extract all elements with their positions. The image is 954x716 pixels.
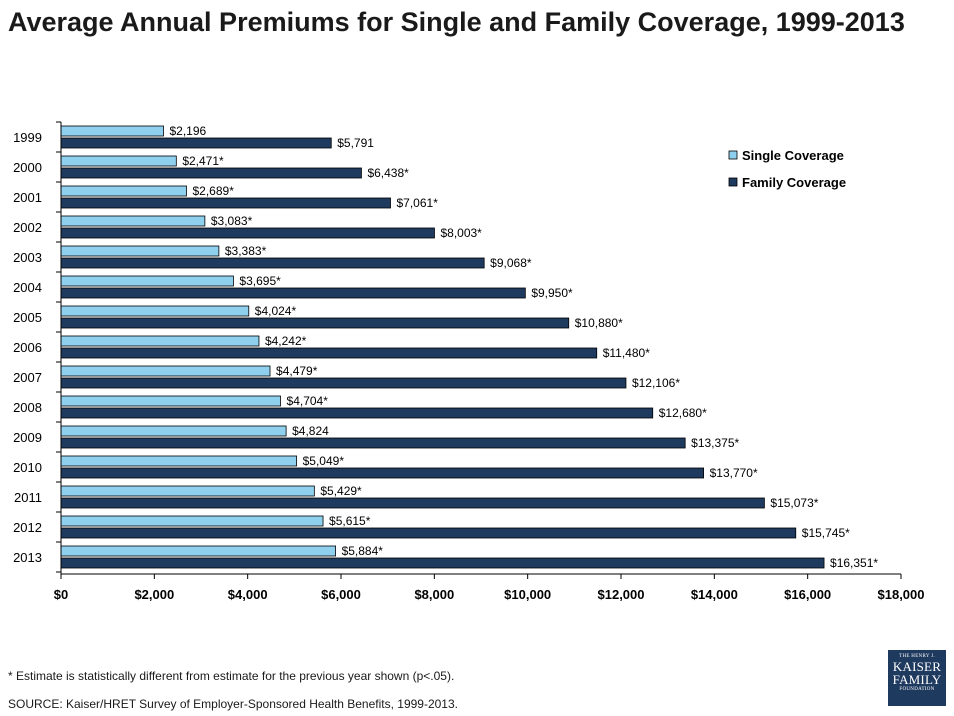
family-value-label-2009: $13,375* bbox=[691, 436, 739, 450]
single-bar-2013 bbox=[60, 545, 336, 557]
single-bar-2007 bbox=[60, 365, 271, 377]
bar-chart: $2,196 $5,791 $2,471* $6,438* $2,689* $7,061*… bbox=[13, 121, 925, 602]
year-label-2003: 2003 bbox=[13, 250, 42, 265]
single-bar-2008 bbox=[60, 395, 281, 407]
family-value-label-2004: $9,950* bbox=[531, 286, 573, 300]
family-bar-2010 bbox=[60, 467, 704, 479]
x-tick-label: $18,000 bbox=[878, 587, 925, 602]
year-label-2001: 2001 bbox=[13, 190, 42, 205]
single-value-label-2009: $4,824 bbox=[292, 424, 329, 438]
x-tick-label: $2,000 bbox=[134, 587, 174, 602]
family-bar-2007 bbox=[60, 377, 627, 389]
single-bar-1999 bbox=[60, 125, 164, 137]
x-tick-label: $8,000 bbox=[414, 587, 454, 602]
chart-title: Average Annual Premiums for Single and F… bbox=[8, 7, 905, 37]
family-bar-2002 bbox=[60, 227, 435, 239]
year-label-2005: 2005 bbox=[13, 310, 42, 325]
year-label-2013: 2013 bbox=[13, 550, 42, 565]
single-value-label-2004: $3,695* bbox=[239, 274, 281, 288]
logo-line-3: FAMILY bbox=[892, 672, 942, 687]
family-bar-2012 bbox=[60, 527, 797, 539]
single-value-label-2013: $5,884* bbox=[342, 544, 384, 558]
family-value-label-2005: $10,880* bbox=[575, 316, 623, 330]
footnote: * Estimate is statistically different fr… bbox=[8, 669, 455, 683]
year-label-2002: 2002 bbox=[13, 220, 42, 235]
single-legend-label: Single Coverage bbox=[742, 148, 844, 163]
single-value-label-2008: $4,704* bbox=[287, 394, 329, 408]
family-bar-2006 bbox=[60, 347, 598, 359]
single-bar-2004 bbox=[60, 275, 234, 287]
single-value-label-2005: $4,024* bbox=[255, 304, 297, 318]
family-value-label-2008: $12,680* bbox=[659, 406, 707, 420]
year-label-2011: 2011 bbox=[14, 490, 42, 505]
single-value-label-2003: $3,383* bbox=[225, 244, 267, 258]
single-legend-swatch bbox=[728, 150, 738, 160]
single-bar-2012 bbox=[60, 515, 324, 527]
family-bar-2001 bbox=[60, 197, 391, 209]
kaiser-family-foundation-logo: THE HENRY J. KAISER FAMILY FOUNDATION bbox=[888, 650, 946, 706]
single-bar-2002 bbox=[60, 215, 206, 227]
family-bar-2011 bbox=[60, 497, 765, 509]
source-note: SOURCE: Kaiser/HRET Survey of Employer-S… bbox=[8, 697, 458, 711]
family-value-label-2013: $16,351* bbox=[830, 556, 878, 570]
single-value-label-2001: $2,689* bbox=[192, 184, 234, 198]
single-value-label-2006: $4,242* bbox=[265, 334, 307, 348]
year-label-2007: 2007 bbox=[13, 370, 42, 385]
x-tick-label: $4,000 bbox=[228, 587, 268, 602]
year-label-2012: 2012 bbox=[13, 520, 42, 535]
single-value-label-2011: $5,429* bbox=[320, 484, 362, 498]
family-value-label-2007: $12,106* bbox=[632, 376, 680, 390]
single-value-label-2007: $4,479* bbox=[276, 364, 318, 378]
year-label-1999: 1999 bbox=[13, 130, 42, 145]
year-label-2008: 2008 bbox=[13, 400, 42, 415]
single-bar-2010 bbox=[60, 455, 298, 467]
x-tick-label: $0 bbox=[54, 587, 68, 602]
single-bar-2006 bbox=[60, 335, 260, 347]
year-label-2004: 2004 bbox=[13, 280, 42, 295]
family-value-label-2012: $15,745* bbox=[802, 526, 850, 540]
family-bar-2005 bbox=[60, 317, 570, 329]
family-value-label-2010: $13,770* bbox=[710, 466, 758, 480]
x-tick-label: $12,000 bbox=[598, 587, 645, 602]
logo-line-2: KAISER bbox=[892, 659, 942, 674]
year-label-2010: 2010 bbox=[13, 460, 42, 475]
year-label-2000: 2000 bbox=[13, 160, 42, 175]
x-tick-label: $10,000 bbox=[504, 587, 551, 602]
family-value-label-2003: $9,068* bbox=[490, 256, 532, 270]
family-bar-2009 bbox=[60, 437, 686, 449]
single-bar-2005 bbox=[60, 305, 250, 317]
x-tick-label: $16,000 bbox=[784, 587, 831, 602]
year-label-2009: 2009 bbox=[13, 430, 42, 445]
single-value-label-1999: $2,196 bbox=[169, 124, 206, 138]
single-value-label-2010: $5,049* bbox=[303, 454, 345, 468]
single-value-label-2012: $5,615* bbox=[329, 514, 371, 528]
family-legend-swatch bbox=[728, 177, 738, 187]
year-label-2006: 2006 bbox=[13, 340, 42, 355]
family-value-label-2000: $6,438* bbox=[367, 166, 409, 180]
family-bar-2003 bbox=[60, 257, 485, 269]
single-bar-2001 bbox=[60, 185, 187, 197]
family-value-label-2011: $15,073* bbox=[770, 496, 818, 510]
single-value-label-2002: $3,083* bbox=[211, 214, 253, 228]
family-bar-1999 bbox=[60, 137, 332, 149]
logo-line-4: FOUNDATION bbox=[899, 687, 935, 692]
single-bar-2009 bbox=[60, 425, 287, 437]
single-bar-2000 bbox=[60, 155, 177, 167]
family-value-label-2002: $8,003* bbox=[440, 226, 482, 240]
family-bar-2008 bbox=[60, 407, 654, 419]
family-bar-2000 bbox=[60, 167, 362, 179]
x-tick-label: $6,000 bbox=[321, 587, 361, 602]
single-bar-2011 bbox=[60, 485, 315, 497]
family-value-label-2001: $7,061* bbox=[397, 196, 439, 210]
family-value-label-1999: $5,791 bbox=[337, 136, 374, 150]
family-bar-2013 bbox=[60, 557, 825, 569]
family-legend-label: Family Coverage bbox=[742, 175, 846, 190]
family-bar-2004 bbox=[60, 287, 526, 299]
single-bar-2003 bbox=[60, 245, 220, 257]
single-value-label-2000: $2,471* bbox=[182, 154, 224, 168]
x-tick-label: $14,000 bbox=[691, 587, 738, 602]
family-value-label-2006: $11,480* bbox=[603, 346, 650, 360]
logo-line-1: THE HENRY J. bbox=[899, 654, 935, 659]
